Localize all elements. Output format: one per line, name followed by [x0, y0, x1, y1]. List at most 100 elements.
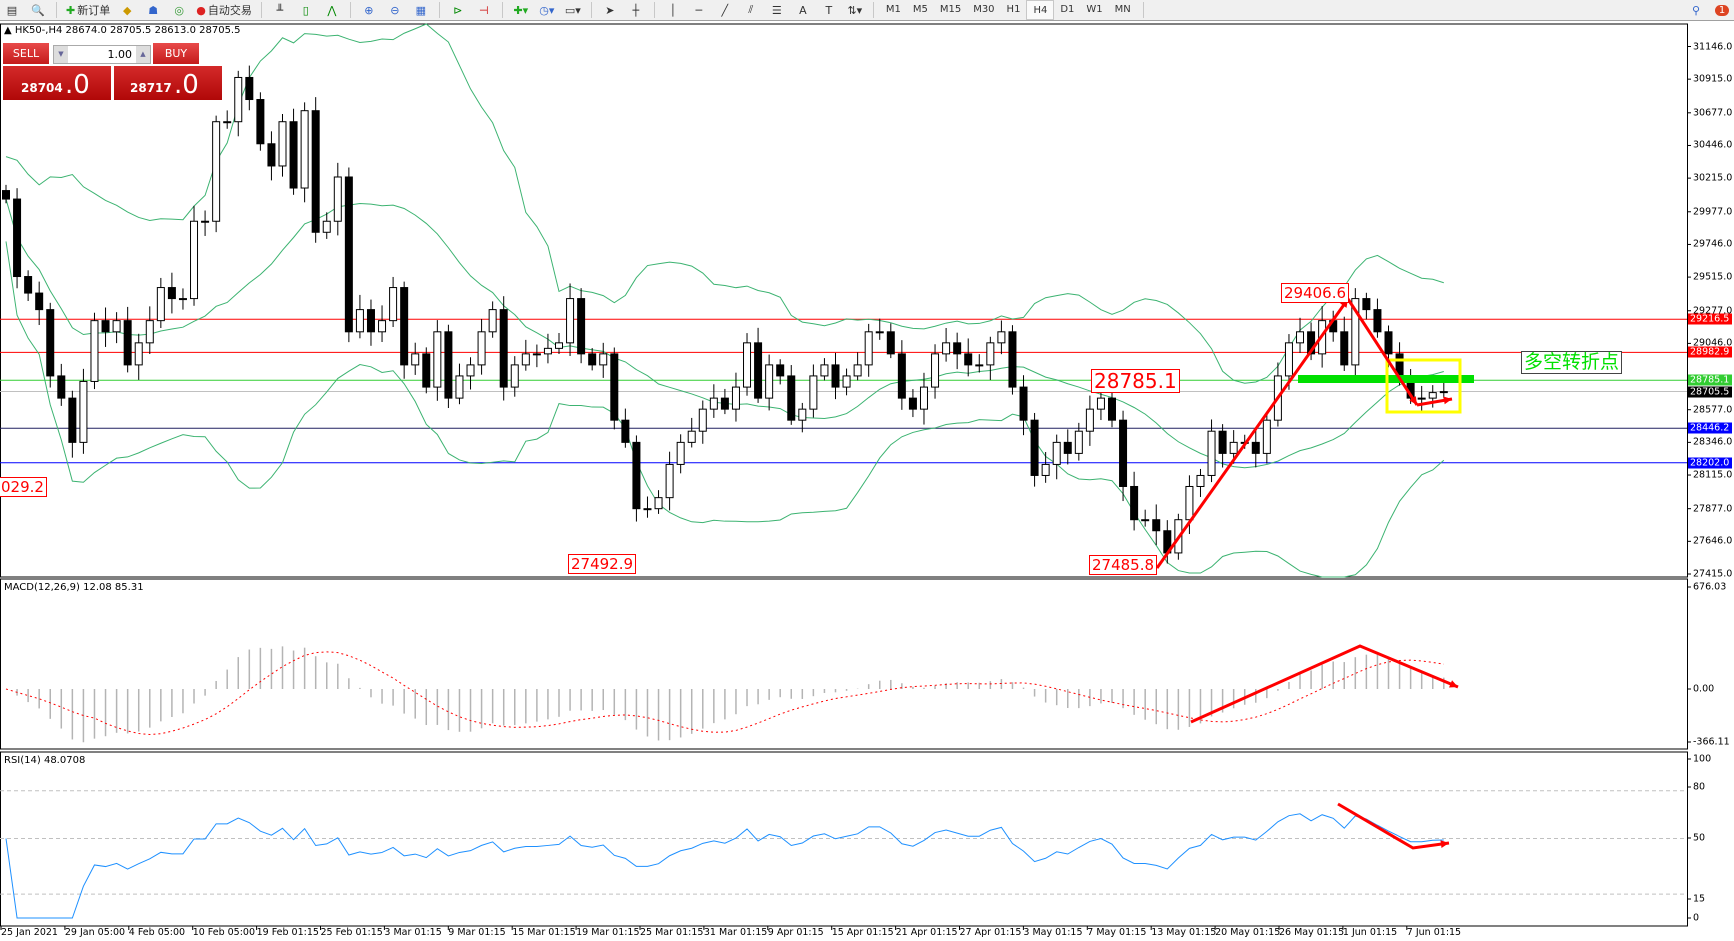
candle-body: [1052, 441, 1061, 465]
navigator-icon[interactable]: ☗: [148, 3, 159, 17]
timeframe-h4[interactable]: H4: [1026, 0, 1055, 20]
equidistant-channel-icon[interactable]: ⫽: [748, 3, 754, 16]
candle-body: [1351, 298, 1360, 366]
candle-body: [1417, 397, 1426, 400]
search-icon[interactable]: ⚲: [1691, 3, 1701, 17]
metaeditor-icon[interactable]: ◆: [122, 3, 132, 17]
macd-pane-frame: [0, 578, 1688, 750]
periods-icon[interactable]: ◷▾: [539, 3, 555, 17]
zoom-out-icon[interactable]: ⊖: [390, 3, 400, 17]
text-label-icon[interactable]: T: [825, 3, 833, 17]
candle-body: [1262, 419, 1271, 454]
candle-body: [344, 176, 353, 333]
volume-up-icon[interactable]: ▲: [136, 46, 150, 63]
timeframe-h1[interactable]: H1: [1006, 3, 1021, 15]
notifications-button[interactable]: 1: [1710, 1, 1734, 19]
candle-body: [599, 353, 608, 366]
candle-body: [167, 287, 176, 300]
macd-arrow-head: [1449, 680, 1458, 688]
timeframe-m1[interactable]: M1: [885, 3, 901, 15]
candlestick-icon[interactable]: ▯: [302, 3, 309, 17]
volume-value: 1.00: [107, 48, 133, 61]
new-order-button[interactable]: ✚ 新订单: [63, 1, 113, 19]
templates-icon[interactable]: ▭▾: [564, 3, 581, 17]
timeframe-d1[interactable]: D1: [1060, 3, 1075, 15]
price-axis-label: 31146.0: [1693, 41, 1733, 52]
chart-header-text: HK50-,H4 28674.0 28705.5 28613.0 28705.5: [14, 25, 241, 36]
pivot-text-label[interactable]: 多空转折点: [1521, 351, 1623, 374]
arrows-icon[interactable]: ⇅▾: [847, 3, 863, 17]
auto-trading-button[interactable]: ● 自动交易: [193, 1, 255, 19]
candle-body: [864, 331, 873, 366]
separator: [872, 2, 874, 18]
timeframe-m30[interactable]: M30: [973, 3, 995, 15]
buy-label: BUY: [164, 47, 188, 60]
sell-price-fraction: .0: [65, 70, 90, 100]
left-price-label[interactable]: 029.2: [0, 477, 47, 497]
signal-icon[interactable]: ◎: [174, 3, 185, 17]
candle-body: [477, 331, 486, 366]
bar-chart-icon[interactable]: ╨: [276, 3, 284, 17]
candle-body: [300, 110, 309, 189]
line-chart-icon[interactable]: ⋀: [327, 3, 337, 17]
toolbar: ▤ 🔍 ✚ 新订单 ◆ ☗ ◎ ● 自动交易 ╨ ▯ ⋀ ⊕ ⊖ ▦ ⊳ ⊣ ✚▾ …: [0, 0, 1734, 21]
timeframe-m15[interactable]: M15: [939, 3, 962, 15]
horizontal-line-icon[interactable]: ─: [695, 3, 703, 17]
sell-button[interactable]: SELL: [3, 43, 49, 64]
high-price-label[interactable]: 29406.6: [1281, 283, 1350, 303]
zoom-doc-icon[interactable]: 🔍: [31, 3, 45, 17]
candle-body: [1096, 397, 1105, 410]
candle-body: [1019, 386, 1028, 421]
zoom-in-icon[interactable]: ⊕: [364, 3, 374, 17]
low-price-label[interactable]: 27485.8: [1089, 555, 1158, 575]
volume-field[interactable]: ▼ 1.00 ▲: [53, 45, 151, 64]
timeframe-w1[interactable]: W1: [1086, 3, 1103, 15]
candle-body: [24, 276, 33, 294]
candle-body: [400, 287, 409, 366]
candle-body: [90, 320, 99, 382]
level-price-label[interactable]: 28785.1: [1091, 369, 1180, 393]
chart-shift-icon[interactable]: ⊣: [479, 3, 489, 17]
time-axis-label: 29 Jan 05:00: [64, 927, 126, 938]
auto-trading-label: 自动交易: [207, 4, 252, 17]
notification-badge: 1: [1714, 4, 1730, 16]
candle-body: [223, 121, 232, 124]
macd-axis-label: -366.11: [1693, 736, 1730, 748]
candle-body: [46, 309, 55, 377]
fibonacci-icon[interactable]: ☰: [771, 3, 782, 17]
time-axis-label: 19 Feb 01:15: [256, 927, 319, 938]
candle-body: [1384, 331, 1393, 355]
timeframe-bar: M1 M5 M15 M30 H1 H4 D1 W1 MN: [880, 0, 1137, 20]
time-axis-label: 19 Mar 01:15: [576, 927, 640, 938]
timeframe-m5[interactable]: M5: [912, 3, 928, 15]
autoscroll-icon[interactable]: ⊳: [453, 3, 463, 17]
price-tag: 28785.1: [1688, 374, 1732, 386]
trendline-icon[interactable]: ╱: [721, 3, 729, 17]
sell-price-button[interactable]: 28704 .0: [3, 66, 111, 100]
cursor-icon[interactable]: ➤: [605, 3, 615, 17]
candle-body: [499, 309, 508, 388]
buy-button[interactable]: BUY: [153, 43, 199, 64]
candle-body: [765, 364, 774, 399]
timeframe-mn[interactable]: MN: [1114, 3, 1131, 15]
time-axis-label: 25 Mar 01:15: [640, 927, 704, 938]
new-chart-icon[interactable]: ▤: [6, 3, 18, 17]
text-icon[interactable]: A: [799, 3, 807, 17]
vertical-line-icon[interactable]: │: [669, 3, 677, 17]
candle-body: [2, 190, 10, 200]
candle-body: [543, 347, 552, 355]
tile-windows-icon[interactable]: ▦: [415, 3, 427, 17]
volume-down-icon[interactable]: ▼: [54, 46, 68, 63]
macd-axis-label: 676.03: [1693, 581, 1727, 593]
candle-body: [942, 342, 951, 355]
candle-body: [1041, 463, 1050, 476]
low-price-label-2[interactable]: 27492.9: [568, 554, 637, 574]
candle-body: [156, 287, 165, 322]
crosshair-icon[interactable]: ┼: [632, 3, 640, 17]
indicators-icon[interactable]: ✚▾: [513, 3, 529, 17]
candle-body: [1063, 441, 1072, 454]
candle-body: [720, 397, 729, 410]
buy-price-button[interactable]: 28717 .0: [114, 66, 222, 100]
price-axis-label: 27646.0: [1693, 535, 1733, 547]
